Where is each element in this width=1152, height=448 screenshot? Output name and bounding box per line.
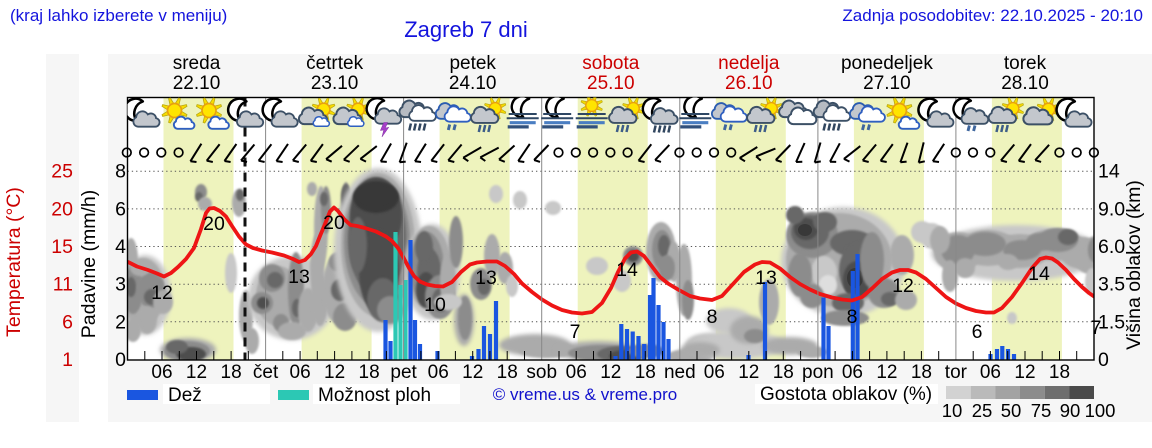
svg-text:čet: čet xyxy=(253,362,279,383)
svg-text:26.10: 26.10 xyxy=(725,73,773,94)
svg-text:0: 0 xyxy=(115,349,126,371)
svg-text:2: 2 xyxy=(115,311,126,333)
svg-text:Gostota oblakov (%): Gostota oblakov (%) xyxy=(760,384,932,405)
svg-text:Padavine (mm/h): Padavine (mm/h) xyxy=(78,190,100,338)
svg-text:14: 14 xyxy=(1098,161,1120,183)
svg-text:Možnost ploh: Možnost ploh xyxy=(318,385,431,406)
svg-text:9.0: 9.0 xyxy=(1098,198,1125,220)
svg-text:18: 18 xyxy=(359,362,380,383)
svg-text:11: 11 xyxy=(53,274,73,296)
svg-text:18: 18 xyxy=(773,362,794,383)
svg-text:Zagreb 7 dni: Zagreb 7 dni xyxy=(404,17,528,42)
svg-text:90: 90 xyxy=(1060,400,1081,421)
svg-text:0: 0 xyxy=(1098,349,1109,371)
svg-text:četrtek: četrtek xyxy=(306,53,364,74)
svg-text:8: 8 xyxy=(707,306,718,328)
svg-text:06: 06 xyxy=(704,362,725,383)
svg-text:6: 6 xyxy=(972,321,983,343)
svg-text:20: 20 xyxy=(51,198,73,220)
svg-text:Temperatura (°C): Temperatura (°C) xyxy=(3,187,25,337)
svg-text:3: 3 xyxy=(115,274,126,296)
svg-text:18: 18 xyxy=(1049,362,1070,383)
svg-text:10: 10 xyxy=(942,400,963,421)
svg-text:pon: pon xyxy=(802,362,834,383)
svg-text:25: 25 xyxy=(51,161,73,183)
svg-text:Zadnja posodobitev: 22.10.2025: Zadnja posodobitev: 22.10.2025 - 20:10 xyxy=(842,6,1143,25)
svg-text:06: 06 xyxy=(428,362,449,383)
svg-text:sobota: sobota xyxy=(582,53,639,74)
svg-text:12: 12 xyxy=(600,362,621,383)
svg-text:12: 12 xyxy=(738,362,759,383)
svg-text:13: 13 xyxy=(288,266,310,288)
svg-text:12: 12 xyxy=(892,275,914,297)
svg-text:20: 20 xyxy=(203,213,225,235)
svg-text:sob: sob xyxy=(526,362,557,383)
svg-text:Dež: Dež xyxy=(168,385,202,406)
svg-text:7: 7 xyxy=(570,321,581,343)
svg-text:22.10: 22.10 xyxy=(173,73,221,94)
svg-text:10: 10 xyxy=(424,294,446,316)
svg-text:25: 25 xyxy=(972,400,993,421)
svg-text:28.10: 28.10 xyxy=(1001,73,1049,94)
svg-text:sreda: sreda xyxy=(173,53,221,74)
svg-text:ponedeljek: ponedeljek xyxy=(841,53,933,74)
svg-text:27.10: 27.10 xyxy=(863,73,911,94)
svg-text:6: 6 xyxy=(115,198,126,220)
svg-text:06: 06 xyxy=(151,362,172,383)
svg-text:12: 12 xyxy=(876,362,897,383)
svg-text:12: 12 xyxy=(324,362,345,383)
svg-text:tor: tor xyxy=(945,362,968,383)
svg-text:1.5: 1.5 xyxy=(1098,311,1125,333)
svg-text:12: 12 xyxy=(1014,362,1035,383)
svg-text:15: 15 xyxy=(51,236,73,258)
svg-text:1: 1 xyxy=(62,349,73,371)
svg-text:14: 14 xyxy=(616,259,638,281)
svg-text:nedelja: nedelja xyxy=(718,53,780,74)
svg-text:06: 06 xyxy=(980,362,1001,383)
svg-text:ned: ned xyxy=(664,362,696,383)
svg-text:75: 75 xyxy=(1031,400,1052,421)
svg-text:25.10: 25.10 xyxy=(587,73,635,94)
svg-text:20: 20 xyxy=(323,212,345,234)
svg-text:06: 06 xyxy=(290,362,311,383)
svg-text:petek: petek xyxy=(449,53,496,74)
svg-text:18: 18 xyxy=(497,362,518,383)
svg-text:torek: torek xyxy=(1004,53,1047,74)
svg-text:8: 8 xyxy=(115,161,126,183)
svg-text:14: 14 xyxy=(1028,263,1050,285)
svg-text:23.10: 23.10 xyxy=(311,73,359,94)
svg-text:06: 06 xyxy=(566,362,587,383)
svg-text:Višina oblakov (km): Višina oblakov (km) xyxy=(1123,180,1145,350)
svg-text:6: 6 xyxy=(62,311,73,333)
svg-text:06: 06 xyxy=(842,362,863,383)
svg-text:12: 12 xyxy=(186,362,207,383)
svg-text:50: 50 xyxy=(1001,400,1022,421)
svg-text:6.0: 6.0 xyxy=(1098,236,1125,258)
svg-text:13: 13 xyxy=(475,267,497,289)
svg-text:(kraj lahko izberete v meniju): (kraj lahko izberete v meniju) xyxy=(10,6,227,25)
svg-text:8: 8 xyxy=(847,306,858,328)
svg-text:12: 12 xyxy=(462,362,483,383)
svg-text:13: 13 xyxy=(755,267,777,289)
svg-text:24.10: 24.10 xyxy=(449,73,497,94)
svg-text:© vreme.us & vreme.pro: © vreme.us & vreme.pro xyxy=(493,385,677,404)
svg-text:12: 12 xyxy=(151,282,173,304)
svg-text:18: 18 xyxy=(911,362,932,383)
svg-text:pet: pet xyxy=(390,362,417,383)
svg-text:4: 4 xyxy=(115,236,126,258)
svg-text:3.5: 3.5 xyxy=(1098,274,1125,296)
svg-text:100: 100 xyxy=(1085,400,1116,421)
svg-text:18: 18 xyxy=(221,362,242,383)
svg-text:7: 7 xyxy=(1091,317,1102,339)
svg-text:18: 18 xyxy=(635,362,656,383)
